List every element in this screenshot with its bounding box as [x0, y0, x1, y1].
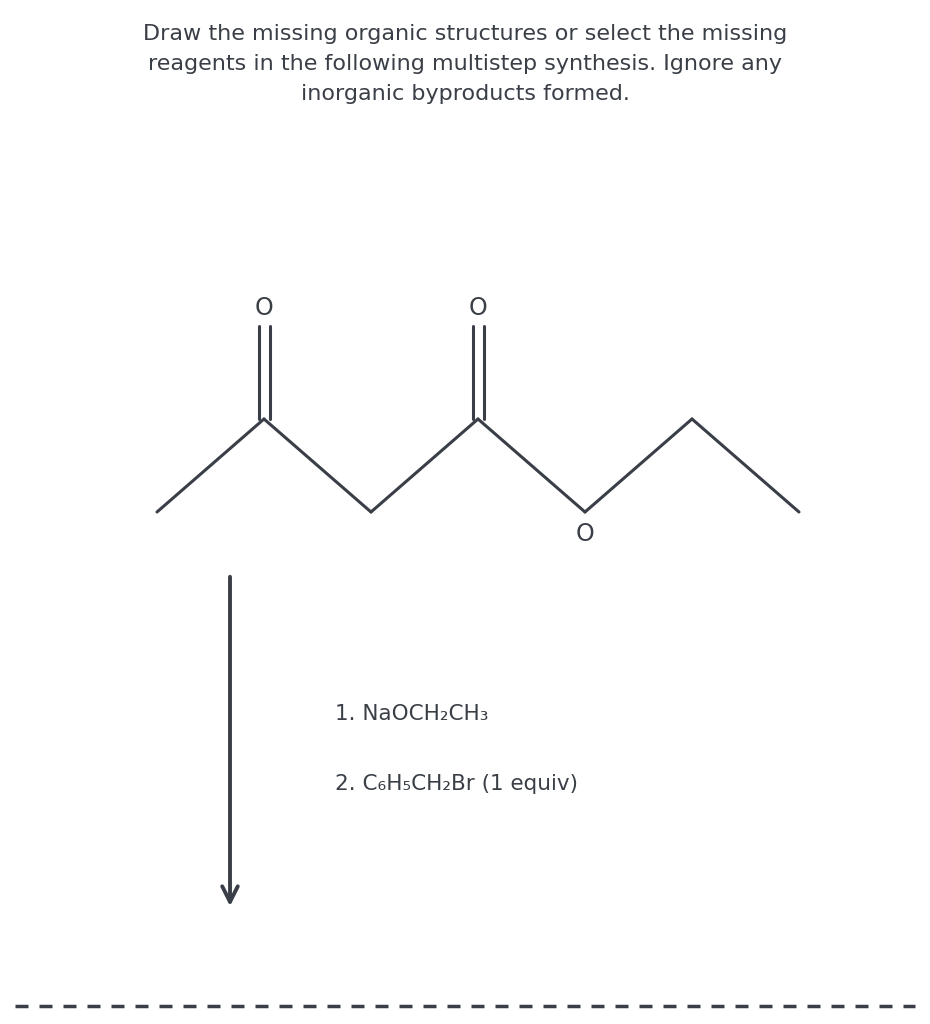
Text: O: O [255, 296, 273, 319]
Text: 2. C₆H₅CH₂Br (1 equiv): 2. C₆H₅CH₂Br (1 equiv) [335, 774, 578, 794]
Text: O: O [469, 296, 487, 319]
Text: O: O [576, 522, 594, 546]
Text: inorganic byproducts formed.: inorganic byproducts formed. [300, 84, 630, 104]
Text: reagents in the following multistep synthesis. Ignore any: reagents in the following multistep synt… [148, 54, 782, 74]
Text: 1. NaOCH₂CH₃: 1. NaOCH₂CH₃ [335, 705, 488, 724]
Text: Draw the missing organic structures or select the missing: Draw the missing organic structures or s… [143, 24, 787, 44]
